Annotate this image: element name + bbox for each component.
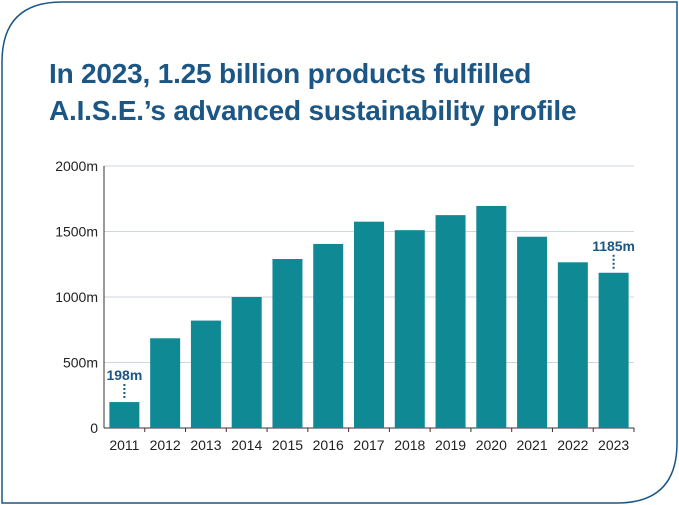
bar — [150, 338, 181, 428]
x-tick-label: 2011 — [109, 437, 139, 453]
bar — [354, 221, 384, 428]
chart-title-line-1: In 2023, 1.25 billion products fulfilled — [49, 58, 532, 89]
bar — [231, 297, 262, 428]
y-tick-label: 1500m — [55, 224, 98, 240]
bar — [272, 259, 303, 428]
x-tick-label: 2020 — [476, 437, 507, 453]
callout-label: 1185m — [592, 238, 635, 254]
bar — [109, 402, 140, 428]
callout-label: 198m — [106, 367, 142, 383]
y-tick-label: 500m — [63, 355, 98, 371]
chart-title: In 2023, 1.25 billion products fulfilled… — [49, 55, 577, 129]
bar — [476, 205, 507, 428]
x-tick-label: 2012 — [150, 437, 181, 453]
bar — [313, 243, 344, 428]
x-tick-label: 2015 — [272, 437, 303, 453]
bar — [557, 262, 588, 428]
y-tick-label: 0 — [90, 420, 98, 436]
chart-title-line-2: A.I.S.E.’s advanced sustainability profi… — [49, 95, 577, 126]
x-tick-label: 2023 — [598, 437, 629, 453]
x-tick-label: 2017 — [353, 437, 384, 453]
y-tick-label: 2000m — [55, 158, 98, 174]
x-tick-label: 2021 — [516, 437, 547, 453]
bar — [435, 215, 466, 428]
bar — [394, 230, 425, 428]
x-tick-label: 2018 — [394, 437, 425, 453]
y-tick-label: 1000m — [55, 289, 98, 305]
bar — [517, 236, 548, 428]
x-tick-label: 2014 — [231, 437, 262, 453]
x-tick-label: 2016 — [313, 437, 344, 453]
bar — [598, 272, 629, 428]
x-tick-label: 2019 — [435, 437, 466, 453]
x-tick-label: 2013 — [190, 437, 221, 453]
x-tick-label: 2022 — [557, 437, 588, 453]
bar — [190, 320, 221, 428]
